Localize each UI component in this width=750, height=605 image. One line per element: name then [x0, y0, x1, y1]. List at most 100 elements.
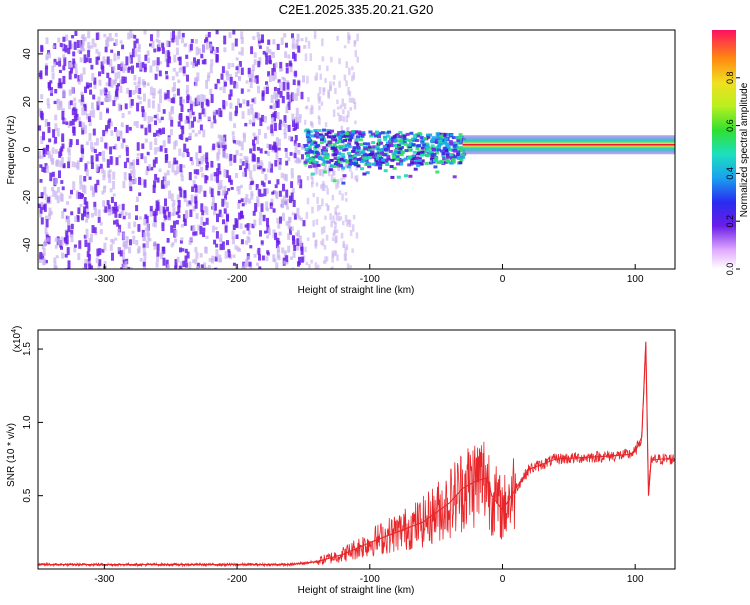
spectrogram-cell [291, 44, 295, 50]
spectrogram-cell [125, 124, 129, 133]
spectrogram-cell [104, 206, 108, 213]
spectrogram-cell [301, 154, 304, 160]
spectrogram-cell [47, 82, 51, 89]
spectrogram-cell [442, 157, 447, 161]
spectrogram-cell [90, 185, 94, 191]
spectrogram-cell [97, 96, 101, 106]
spectrogram-cell [50, 158, 54, 164]
spectrogram-cell [240, 47, 244, 56]
spectrogram-cell [287, 220, 291, 230]
spectrogram-cell [297, 149, 301, 155]
spectrogram-cell [243, 156, 247, 160]
spectrogram-cell [298, 235, 302, 243]
spectrogram-cell [223, 198, 227, 205]
spectrogram-cell [258, 45, 262, 49]
spectrogram-cell [202, 129, 206, 138]
spectrogram-cell [161, 47, 165, 54]
spectrogram-cell [220, 214, 224, 218]
spectrogram-cell [257, 112, 261, 121]
spectrogram-cell [188, 239, 192, 245]
spectrogram-cell [88, 58, 92, 64]
spectrogram-cell [127, 222, 131, 229]
spectrogram-cell [362, 172, 367, 176]
spectrogram-cell [141, 143, 145, 149]
spectrogram-cell [316, 133, 321, 137]
spectrogram-cell [223, 35, 227, 45]
spectrogram-cell [138, 88, 142, 94]
spectrogram-cell [194, 247, 198, 253]
spectrogram-cell [117, 71, 121, 79]
spectrogram-cell [313, 35, 317, 39]
spectrogram-cell [53, 262, 57, 269]
spectrogram-cell [317, 156, 322, 159]
spectrogram-y-tick-label: -40 [22, 237, 33, 252]
spectrogram-cell [418, 133, 423, 137]
spectrogram-cell [75, 139, 79, 145]
spectrogram-cell [200, 203, 204, 212]
spectrogram-cell [259, 160, 263, 165]
spectrogram-cell [73, 102, 77, 110]
spectrogram-cell [101, 190, 105, 195]
spectrogram-cell [324, 122, 328, 128]
spectrogram-cell [259, 148, 263, 154]
spectrogram-cell [211, 255, 215, 261]
spectrogram-y-tick-label: 20 [22, 96, 33, 108]
spectrogram-cell [340, 152, 345, 156]
spectrogram-cell [202, 221, 206, 226]
spectrogram-cell [77, 49, 81, 53]
spectrogram-cell [428, 161, 433, 165]
spectrogram-cell [451, 148, 455, 152]
spectrogram-cell [166, 238, 170, 243]
spectrogram-cell [273, 258, 277, 263]
spectrogram-cell [138, 61, 142, 70]
spectrogram-cell [417, 157, 422, 161]
spectrogram-cell [55, 159, 59, 165]
spectrogram-cell [83, 36, 87, 42]
spectrogram-cell [253, 59, 257, 66]
spectrogram-cell [330, 56, 333, 63]
spectrogram-cell [95, 153, 99, 162]
snr-x-tick-label: -300 [94, 574, 114, 585]
spectrogram-cell [83, 176, 87, 182]
spectrogram-cell [241, 266, 245, 269]
spectrogram-cell [154, 157, 158, 164]
spectrogram-cell [240, 141, 244, 151]
spectrogram-cell [58, 268, 62, 269]
spectrogram-cell [319, 141, 324, 144]
spectrogram-cell [153, 213, 157, 223]
spectrogram-cell [99, 222, 103, 226]
spectrogram-cell [146, 229, 150, 237]
spectrogram-cell [180, 237, 184, 242]
snr-y-tick-label: 1.5 [22, 342, 33, 356]
spectrogram-cell [193, 57, 196, 66]
spectrogram-cell [361, 131, 366, 134]
spectrogram-cell [39, 207, 43, 214]
spectrogram-cell [282, 212, 285, 221]
spectrogram-cell [315, 239, 318, 247]
spectrogram-cell [167, 180, 170, 186]
spectrogram-cell [120, 122, 124, 128]
spectrogram-cell [452, 141, 457, 145]
spectrogram-cell [252, 154, 256, 162]
spectrogram-cell [191, 186, 195, 192]
spectrogram-cell [81, 194, 85, 198]
spectrogram-cell [346, 263, 350, 269]
spectrogram-cell [155, 113, 159, 121]
spectrogram-cell [163, 218, 167, 222]
spectrogram-cell [93, 142, 97, 146]
spectrogram-cell [135, 240, 139, 246]
spectrogram-cell [309, 142, 314, 146]
spectrogram-cell [246, 223, 250, 231]
spectrogram-cell [356, 158, 361, 161]
spectrogram-cell [267, 71, 271, 77]
spectrogram-cell [246, 235, 250, 240]
spectrogram-cell [124, 260, 128, 269]
spectrogram-cell [101, 65, 105, 74]
spectrogram-cell [259, 212, 263, 218]
spectrogram-cell [150, 116, 154, 122]
spectrogram-cell [337, 112, 340, 116]
spectrogram-cell [199, 225, 203, 235]
spectrogram-cell [350, 133, 355, 137]
spectrogram-cell [393, 148, 398, 152]
spectrogram-cell [336, 99, 339, 105]
